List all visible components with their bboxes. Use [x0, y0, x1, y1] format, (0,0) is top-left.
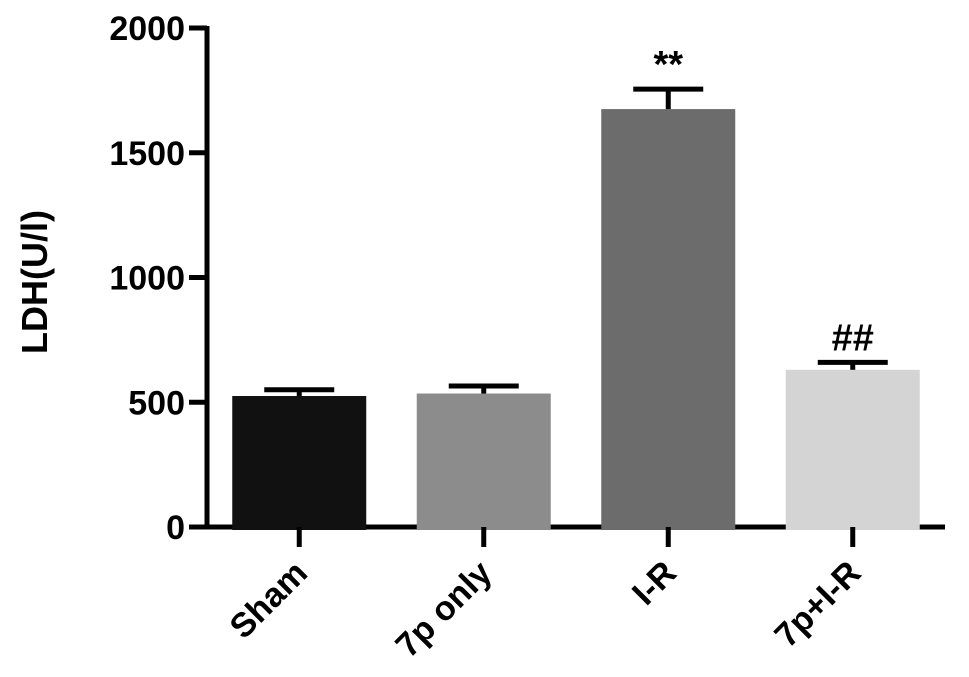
- bar: [601, 109, 736, 531]
- y-tick-label: 500: [128, 384, 185, 422]
- y-tick-label: 1000: [109, 260, 185, 298]
- y-axis-label: LDH(U/l): [14, 210, 55, 354]
- y-axis-ticks: 0 500 1000 1500 2000: [109, 10, 207, 547]
- x-axis-labels: Sham 7p only I-R 7p+I-R: [223, 527, 868, 665]
- significance-mark: ##: [832, 317, 874, 359]
- bars: [232, 109, 920, 531]
- y-tick-label: 0: [166, 509, 185, 547]
- y-tick-label: 1500: [109, 135, 185, 173]
- significance-annotations: ** ##: [653, 44, 873, 359]
- x-category-label: I-R: [625, 554, 684, 613]
- y-tick-label: 2000: [109, 10, 185, 48]
- bar: [232, 396, 367, 531]
- x-category-label: 7p only: [388, 554, 499, 665]
- x-category-label: 7p+I-R: [767, 554, 868, 655]
- x-category-label: Sham: [223, 554, 315, 646]
- significance-mark: **: [653, 44, 683, 86]
- bar: [785, 369, 920, 530]
- error-bars: [264, 86, 888, 397]
- bar: [416, 393, 551, 530]
